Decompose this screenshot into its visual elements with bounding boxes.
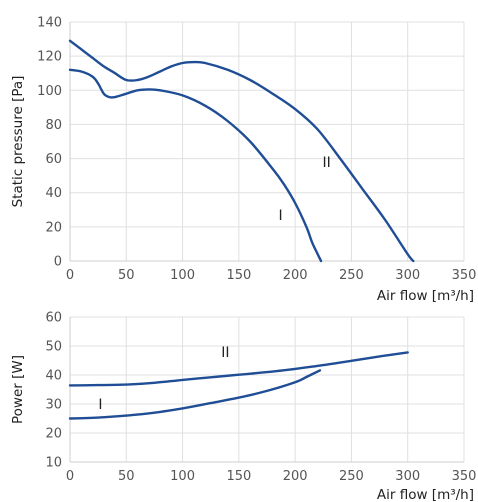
power-y-axis-label: Power [W] bbox=[10, 355, 26, 424]
pressure-y-tick-label: 60 bbox=[45, 152, 62, 167]
power-y-tick-label: 20 bbox=[45, 427, 62, 442]
pressure-y-tick-label: 140 bbox=[37, 16, 62, 31]
pressure-x-tick-label: 150 bbox=[226, 268, 251, 283]
power-x-tick-label: 50 bbox=[118, 469, 135, 484]
power-y-tick-label: 60 bbox=[45, 311, 62, 326]
pressure-y-tick-label: 100 bbox=[37, 84, 62, 99]
power-curve-annotation-ii: II bbox=[221, 345, 229, 361]
pressure-y-tick-label: 80 bbox=[45, 118, 62, 133]
power-x-tick-label: 0 bbox=[66, 469, 74, 484]
pressure-x-tick-label: 50 bbox=[118, 268, 135, 283]
power-x-tick-label: 250 bbox=[339, 469, 364, 484]
pressure-x-tick-label: 100 bbox=[170, 268, 195, 283]
pressure-curve-annotation-ii: II bbox=[323, 155, 331, 171]
pressure-x-tick-label: 350 bbox=[452, 268, 477, 283]
pressure-curve-annotation-i: I bbox=[278, 208, 282, 224]
power-curve-annotation-i: I bbox=[98, 397, 102, 413]
power-curve-i bbox=[68, 369, 322, 420]
pressure-curve-ii bbox=[68, 39, 415, 263]
power-x-tick-label: 150 bbox=[226, 469, 251, 484]
power-y-tick-label: 10 bbox=[45, 456, 62, 471]
power-y-tick-label: 50 bbox=[45, 340, 62, 355]
pressure-x-tick-label: 200 bbox=[283, 268, 308, 283]
pressure-x-tick-label: 0 bbox=[66, 268, 74, 283]
power-y-tick-label: 40 bbox=[45, 369, 62, 384]
pressure-y-tick-label: 0 bbox=[54, 255, 62, 270]
power-y-tick-label: 30 bbox=[45, 398, 62, 413]
pressure-panel: 0 50 100 150 200 250 300 350 0 20 40 60 80 100 120 140 A… bbox=[10, 16, 476, 305]
pressure-x-tick-label: 300 bbox=[395, 268, 420, 283]
power-x-tick-label: 200 bbox=[283, 469, 308, 484]
power-panel: 0 50 100 150 200 250 300 350 10 20 30 40 50 60 Air flo… bbox=[10, 311, 476, 502]
pressure-x-tick-label: 250 bbox=[339, 268, 364, 283]
power-curve-ii bbox=[68, 351, 409, 387]
pressure-y-tick-label: 40 bbox=[45, 186, 62, 201]
power-x-tick-label: 350 bbox=[452, 469, 477, 484]
pressure-y-tick-label: 120 bbox=[37, 50, 62, 65]
power-x-tick-label: 300 bbox=[395, 469, 420, 484]
pressure-y-axis-label: Static pressure [Pa] bbox=[10, 76, 26, 208]
power-x-axis-label: Air flow [m³/h] bbox=[377, 487, 474, 502]
pressure-x-axis-label: Air flow [m³/h] bbox=[377, 288, 474, 304]
pressure-curve-i bbox=[68, 68, 323, 263]
power-x-tick-label: 100 bbox=[170, 469, 195, 484]
pressure-y-tick-label: 20 bbox=[45, 220, 62, 235]
